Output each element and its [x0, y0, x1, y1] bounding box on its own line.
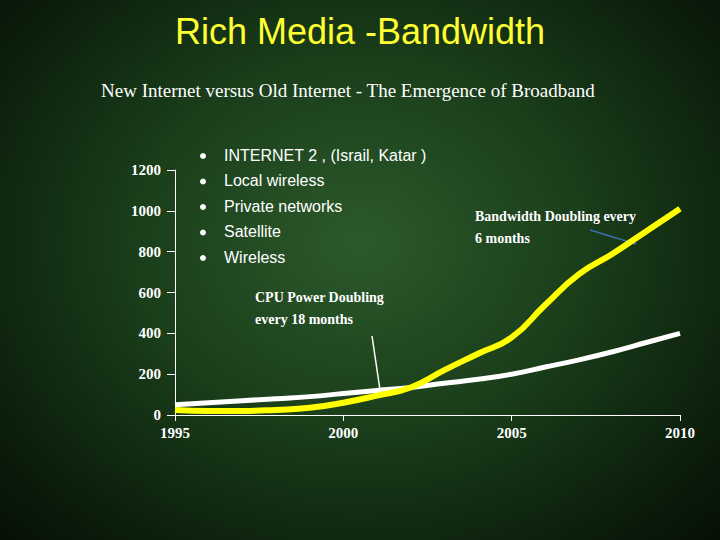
svg-text:New Internet versus Old Intern: New Internet versus Old Internet - The E… [101, 80, 595, 101]
svg-text:CPU Power Doubling: CPU Power Doubling [255, 290, 384, 305]
svg-text:Satellite: Satellite [224, 223, 281, 240]
svg-text:600: 600 [139, 285, 162, 301]
svg-text:0: 0 [154, 407, 162, 423]
svg-text:1000: 1000 [131, 203, 161, 219]
svg-text:Local wireless: Local wireless [224, 172, 324, 189]
svg-text:Rich Media -Bandwidth: Rich Media -Bandwidth [175, 11, 545, 52]
svg-text:800: 800 [139, 244, 162, 260]
svg-text:every 18 months: every 18 months [255, 312, 354, 327]
svg-text:400: 400 [139, 325, 162, 341]
svg-text:200: 200 [139, 366, 162, 382]
svg-text:Wireless: Wireless [224, 249, 285, 266]
svg-text:2005: 2005 [497, 425, 527, 441]
svg-text:6 months: 6 months [475, 231, 530, 246]
svg-text:Bandwidth Doubling every: Bandwidth Doubling every [475, 209, 636, 224]
svg-text:2010: 2010 [665, 425, 695, 441]
svg-text:INTERNET 2 , (Israil, Katar ): INTERNET 2 , (Israil, Katar ) [224, 147, 426, 164]
svg-text:2000: 2000 [328, 425, 358, 441]
svg-text:Private networks: Private networks [224, 198, 342, 215]
svg-text:1995: 1995 [160, 425, 190, 441]
svg-text:1200: 1200 [131, 162, 161, 178]
